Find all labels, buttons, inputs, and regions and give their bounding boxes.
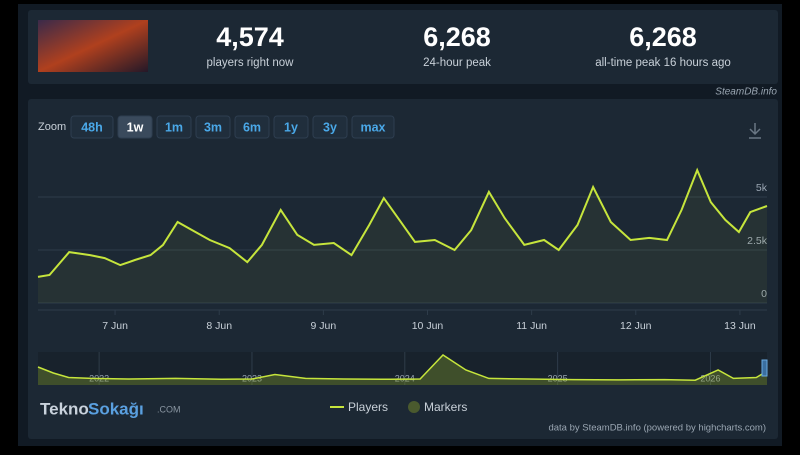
line (37, 167, 768, 278)
zoom-button[interactable] (351, 115, 395, 139)
zoom-button-label[interactable]: 3m (204, 120, 222, 134)
navigator-handle[interactable] (761, 359, 768, 377)
brand-tekno: Tekno (40, 399, 89, 418)
zoom-button-label[interactable]: 1m (165, 120, 183, 134)
y-tick-label: 5k (756, 182, 768, 194)
brand-sokagi: Sokağı (88, 399, 144, 418)
navigator-tick-label: 2026 (700, 373, 720, 383)
zoom-button-label[interactable]: max (360, 120, 385, 134)
area (38, 170, 767, 303)
x-tick-label: 8 Jun (206, 320, 232, 332)
source: SteamDB.info (715, 87, 777, 98)
stat-label: players right now (207, 57, 295, 69)
legend-markers-swatch (408, 401, 420, 413)
x-tick-label: 13 Jun (724, 320, 756, 332)
zoom-button-label[interactable]: 48h (81, 120, 103, 134)
zoom-button-label[interactable]: 6m (243, 120, 261, 134)
zoom-button[interactable] (117, 115, 153, 139)
zoom-button[interactable] (70, 115, 114, 139)
navigator-area (38, 355, 767, 385)
download-icon[interactable] (749, 123, 761, 139)
stat-label: all-time peak 16 hours ago (595, 57, 731, 69)
zoom-button[interactable] (156, 115, 192, 139)
navigator-line (37, 354, 768, 381)
stat-value: 4,574 (216, 22, 284, 52)
x-tick-label: 12 Jun (620, 320, 652, 332)
legend-markers[interactable]: Markers (424, 400, 467, 414)
navigator-tick-label: 2025 (548, 373, 568, 383)
y-tick-label: 0 (761, 288, 767, 300)
zoom-button[interactable] (234, 115, 270, 139)
navigator-tick-label: 2024 (395, 373, 415, 383)
x-tick-label: 10 Jun (412, 320, 444, 332)
x-tick-label: 11 Jun (516, 320, 547, 332)
x-tick-label: 9 Jun (311, 320, 337, 332)
zoom-button-label[interactable]: 3y (323, 120, 337, 134)
stat-label: 24-hour peak (423, 57, 491, 69)
brand-com: .COM (157, 404, 181, 414)
game-image (38, 20, 148, 72)
zoom-button-label[interactable]: 1w (127, 120, 144, 134)
zoom-label: Zoom (38, 121, 66, 133)
zoom-button[interactable] (312, 115, 348, 139)
legend-players[interactable]: Players (348, 400, 388, 414)
y-tick-label: 2.5k (747, 235, 768, 247)
zoom-button[interactable] (195, 115, 231, 139)
stat-value: 6,268 (423, 22, 491, 52)
stats-card (28, 10, 778, 84)
stat-value: 6,268 (629, 22, 697, 52)
zoom-button-label[interactable]: 1y (284, 120, 298, 134)
zoom-button[interactable] (273, 115, 309, 139)
credit: data by SteamDB.info (powered by highcha… (548, 423, 766, 434)
x-tick-label: 7 Jun (102, 320, 128, 332)
